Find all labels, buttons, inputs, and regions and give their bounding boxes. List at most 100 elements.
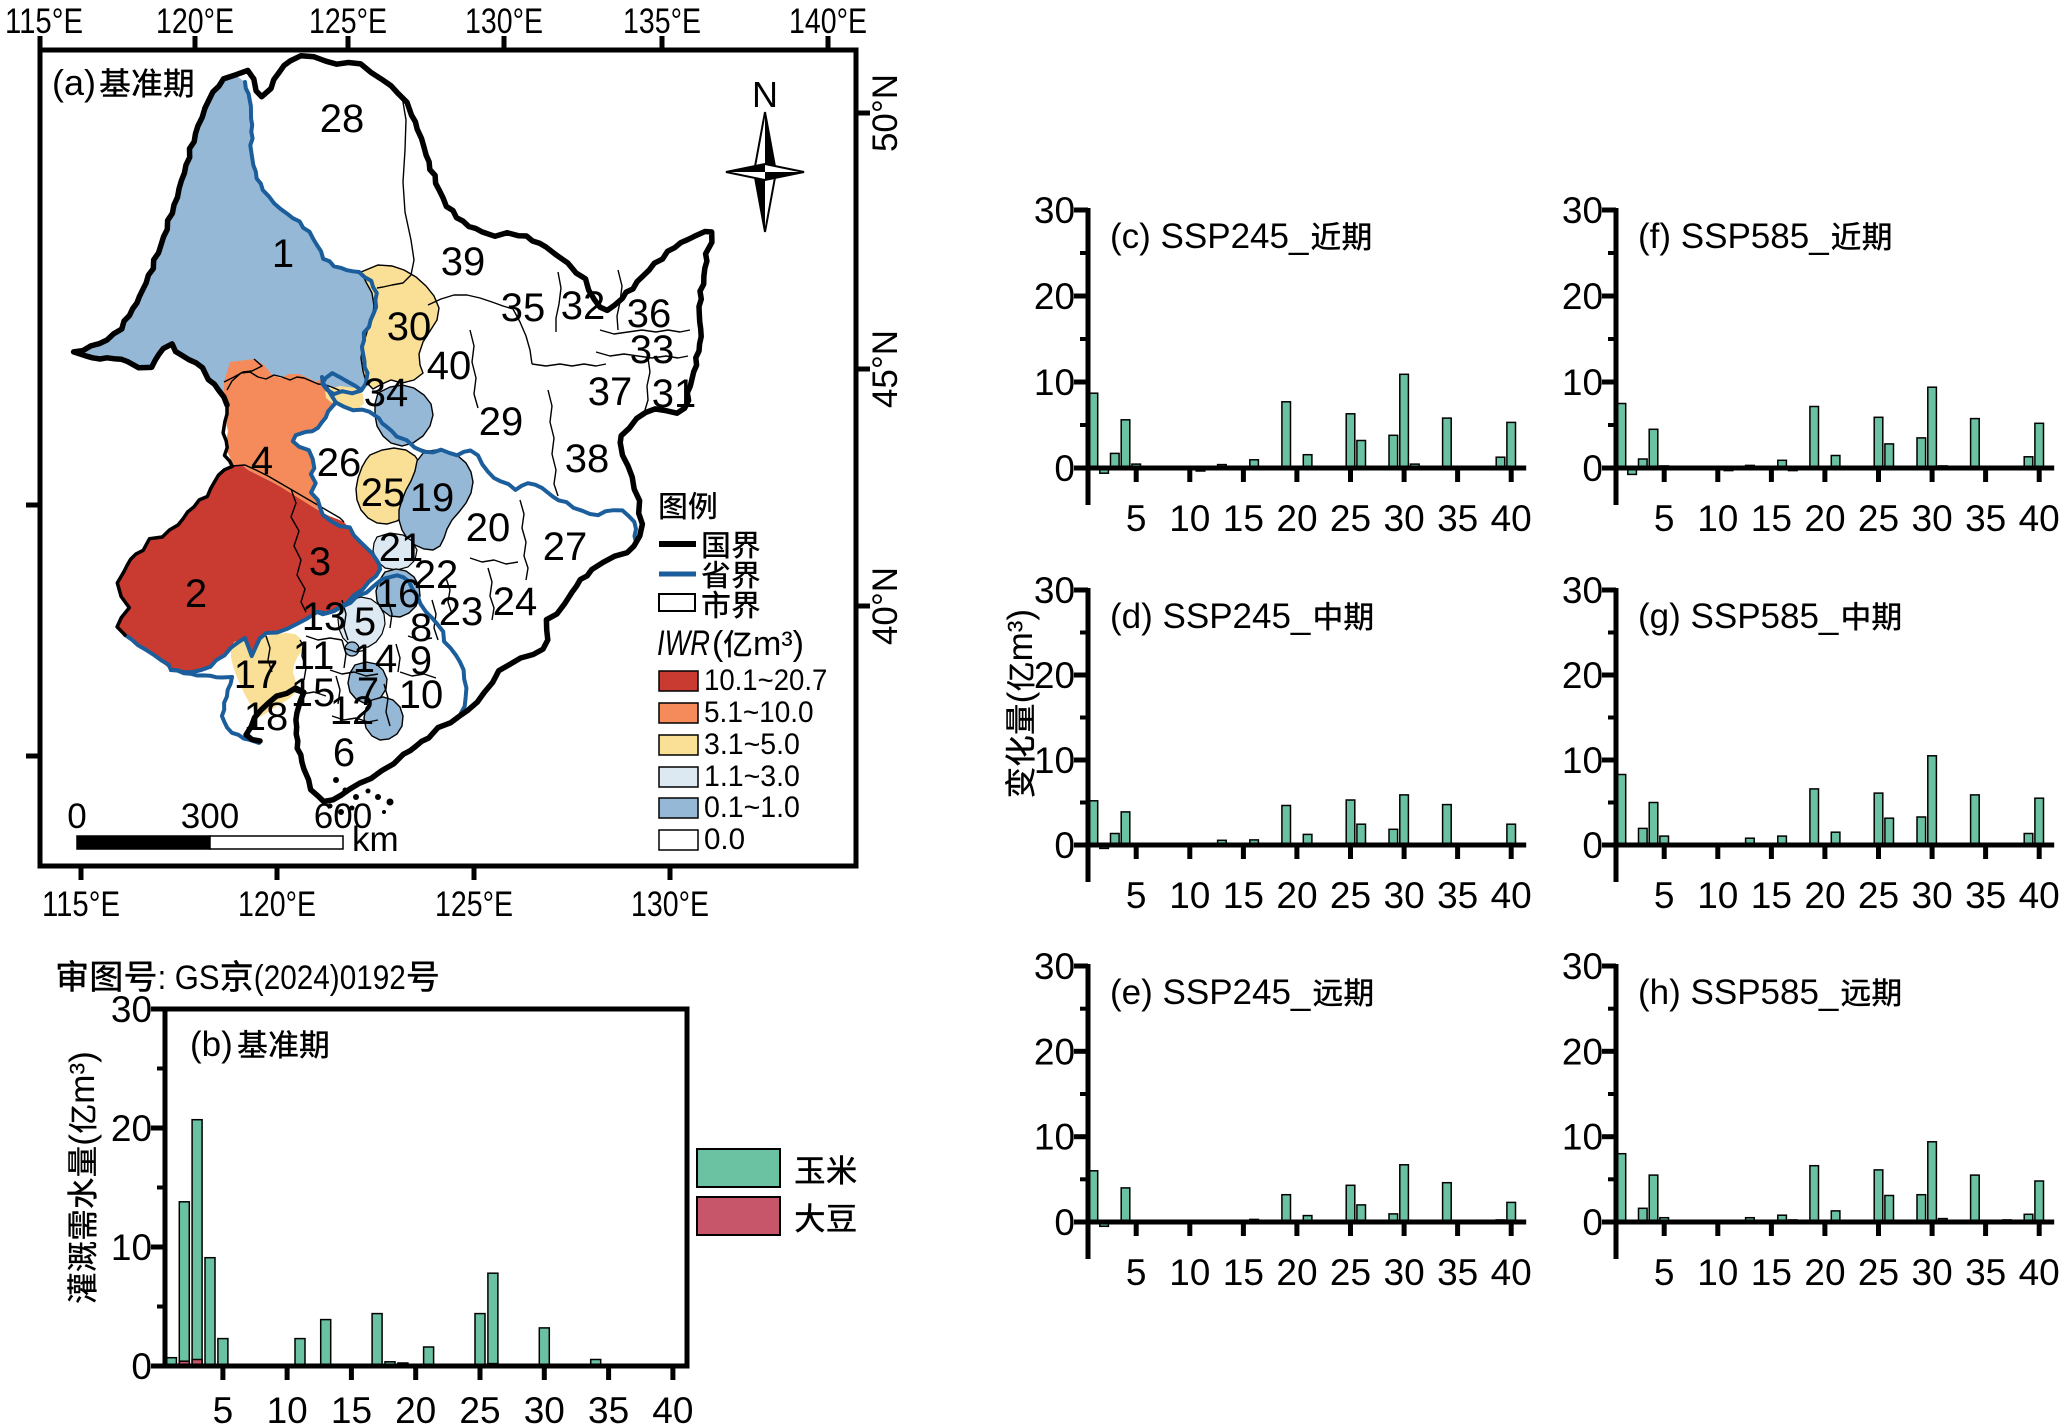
- svg-text:50°N: 50°N: [866, 74, 905, 152]
- svg-text:140°E: 140°E: [789, 2, 867, 41]
- svg-text:35: 35: [1437, 1252, 1478, 1293]
- svg-text:30: 30: [1384, 1252, 1425, 1293]
- svg-text:10: 10: [1697, 875, 1738, 916]
- svg-text:10: 10: [111, 1227, 152, 1268]
- svg-text:20: 20: [1276, 498, 1317, 539]
- svg-text:(b): (b): [190, 1025, 233, 1064]
- svg-text:120°E: 120°E: [156, 2, 234, 41]
- svg-text:39: 39: [441, 240, 486, 284]
- svg-text:40: 40: [652, 1390, 693, 1424]
- svg-text:10: 10: [1697, 1252, 1738, 1293]
- svg-text:125°E: 125°E: [309, 2, 387, 41]
- svg-text:31: 31: [652, 372, 697, 416]
- svg-text:15: 15: [291, 671, 336, 715]
- svg-text:25: 25: [459, 1390, 500, 1424]
- svg-text:15: 15: [331, 1390, 372, 1424]
- svg-text:130°E: 130°E: [465, 2, 543, 41]
- svg-text:0: 0: [1054, 825, 1075, 866]
- svg-text:20: 20: [111, 1108, 152, 1149]
- svg-text:40: 40: [427, 344, 472, 388]
- svg-text:(: (: [1001, 691, 1040, 703]
- svg-text:m³): m³): [753, 625, 804, 663]
- svg-text:5: 5: [1654, 875, 1675, 916]
- svg-text:21: 21: [379, 526, 424, 570]
- svg-text:0.1~1.0: 0.1~1.0: [704, 791, 800, 824]
- svg-text:(f) SSP585_: (f) SSP585_: [1638, 217, 1829, 256]
- svg-text:30: 30: [1562, 190, 1603, 231]
- svg-text:(h) SSP585_: (h) SSP585_: [1638, 973, 1839, 1012]
- svg-text:10: 10: [1034, 362, 1075, 403]
- svg-text:36: 36: [627, 292, 672, 336]
- svg-text:20: 20: [395, 1390, 436, 1424]
- svg-text:m³): m³): [1001, 609, 1040, 661]
- svg-text:20: 20: [1562, 1031, 1603, 1072]
- svg-text:10: 10: [1697, 498, 1738, 539]
- svg-text:10: 10: [1034, 740, 1075, 781]
- svg-text:35: 35: [588, 1390, 629, 1424]
- svg-text:35: 35: [501, 286, 546, 330]
- svg-text:135°E: 135°E: [623, 2, 701, 41]
- svg-text:(g) SSP585_: (g) SSP585_: [1638, 597, 1839, 636]
- svg-text:19: 19: [410, 476, 455, 520]
- svg-text:30: 30: [1384, 498, 1425, 539]
- svg-text:30: 30: [1912, 875, 1953, 916]
- svg-text:38: 38: [565, 437, 610, 481]
- svg-text:20: 20: [1804, 1252, 1845, 1293]
- svg-text:33: 33: [630, 328, 675, 372]
- svg-text:5: 5: [1654, 1252, 1675, 1293]
- svg-text:13: 13: [302, 595, 347, 639]
- svg-text:5: 5: [1126, 1252, 1147, 1293]
- svg-text:1.1~3.0: 1.1~3.0: [704, 760, 800, 793]
- svg-text:25: 25: [1858, 1252, 1899, 1293]
- svg-text:10: 10: [1169, 1252, 1210, 1293]
- svg-text:10: 10: [399, 673, 444, 717]
- svg-text:4: 4: [251, 439, 273, 483]
- svg-text:0: 0: [1054, 448, 1075, 489]
- svg-text:0: 0: [1582, 448, 1603, 489]
- svg-text:300: 300: [181, 797, 239, 836]
- svg-text:10: 10: [1034, 1117, 1075, 1158]
- svg-text:120°E: 120°E: [238, 885, 316, 924]
- svg-text:15: 15: [1223, 498, 1264, 539]
- svg-text:30: 30: [1034, 190, 1075, 231]
- svg-text:20: 20: [1562, 655, 1603, 696]
- svg-text:26: 26: [317, 441, 362, 485]
- svg-text:km: km: [352, 820, 399, 859]
- svg-text:0.0: 0.0: [704, 823, 745, 856]
- svg-text:25: 25: [1858, 875, 1899, 916]
- svg-text:(d) SSP245_: (d) SSP245_: [1110, 597, 1311, 636]
- svg-text:600: 600: [314, 797, 372, 836]
- svg-text:35: 35: [1965, 498, 2006, 539]
- svg-text:5: 5: [1126, 498, 1147, 539]
- svg-text:15: 15: [1751, 498, 1792, 539]
- svg-text:0: 0: [1054, 1202, 1075, 1243]
- svg-text:10: 10: [267, 1390, 308, 1424]
- svg-text:130°E: 130°E: [631, 885, 709, 924]
- svg-text:45°N: 45°N: [866, 330, 905, 408]
- svg-text:(: (: [712, 625, 724, 663]
- svg-text:40: 40: [2019, 875, 2060, 916]
- svg-text:37: 37: [588, 370, 633, 414]
- svg-text:30: 30: [524, 1390, 565, 1424]
- svg-text:15: 15: [1751, 1252, 1792, 1293]
- svg-text:125°E: 125°E: [435, 885, 513, 924]
- svg-text:30: 30: [1562, 946, 1603, 987]
- svg-text:5.1~10.0: 5.1~10.0: [704, 696, 814, 729]
- svg-text:5: 5: [354, 600, 376, 644]
- svg-text:3: 3: [309, 540, 331, 584]
- svg-text:24: 24: [493, 580, 538, 624]
- svg-text:40: 40: [1491, 1252, 1532, 1293]
- svg-text:5: 5: [213, 1390, 234, 1424]
- svg-text:15: 15: [1223, 1252, 1264, 1293]
- svg-text:17: 17: [234, 653, 278, 697]
- svg-text:25: 25: [1330, 875, 1371, 916]
- svg-text:25: 25: [361, 471, 406, 515]
- svg-text:20: 20: [1034, 276, 1075, 317]
- svg-text:40: 40: [1491, 875, 1532, 916]
- svg-text:115°E: 115°E: [42, 885, 120, 924]
- svg-text:23: 23: [439, 590, 484, 634]
- svg-text:30: 30: [111, 989, 152, 1030]
- svg-text:10: 10: [1562, 740, 1603, 781]
- svg-text:20: 20: [1034, 655, 1075, 696]
- svg-text:11: 11: [293, 634, 335, 678]
